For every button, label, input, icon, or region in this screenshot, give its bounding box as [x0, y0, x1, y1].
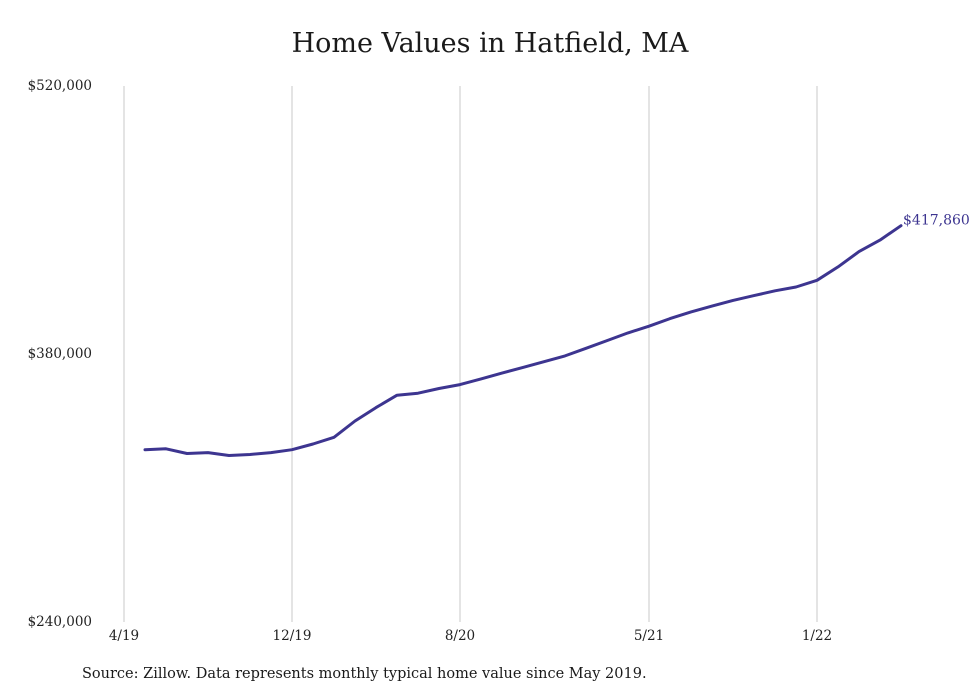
data-points	[144, 224, 903, 457]
chart-title: Home Values in Hatfield, MA	[291, 28, 689, 59]
source-note: Source: Zillow. Data represents monthly …	[82, 666, 647, 682]
data-point-33	[837, 265, 840, 268]
data-point-14	[438, 387, 441, 390]
data-point-3	[207, 451, 210, 454]
grid-lines	[123, 86, 818, 622]
x-axis-ticks: 4/19 12/19 8/20 5/21 1/22	[109, 628, 832, 644]
data-point-4	[228, 454, 231, 457]
data-point-27	[711, 305, 714, 308]
data-point-24	[648, 325, 651, 328]
data-point-16	[480, 377, 483, 380]
data-point-30	[774, 289, 777, 292]
data-point-19	[543, 360, 546, 363]
data-point-34	[858, 250, 861, 253]
y-tick-label: $520,000	[28, 78, 92, 94]
data-point-2	[186, 452, 189, 455]
series-line-home-value	[143, 224, 903, 457]
data-point-7	[291, 448, 294, 451]
data-point-20	[564, 354, 567, 357]
x-tick-label: 12/19	[273, 628, 312, 644]
x-tick-label: 1/22	[802, 628, 832, 644]
x-tick-label: 8/20	[445, 628, 475, 644]
end-value-label: $417,860	[903, 213, 970, 229]
line-chart: $240,000 $380,000 $520,000 4/19 12/19 8/20 5/…	[28, 78, 970, 644]
data-point-6	[270, 451, 273, 454]
data-point-12	[396, 394, 399, 397]
data-point-22	[606, 339, 609, 342]
data-point-1	[165, 447, 168, 450]
x-tick-label: 4/19	[109, 628, 139, 644]
data-point-25	[669, 317, 672, 320]
data-point-29	[753, 294, 756, 297]
data-point-31	[795, 286, 798, 289]
y-axis-ticks: $240,000 $380,000 $520,000	[28, 78, 92, 630]
data-point-15	[459, 383, 462, 386]
data-point-28	[732, 299, 735, 302]
data-point-10	[354, 420, 357, 423]
x-tick-label: 5/21	[634, 628, 664, 644]
data-point-11	[375, 406, 378, 409]
y-tick-label: $240,000	[28, 614, 92, 630]
data-point-32	[816, 279, 819, 282]
data-point-23	[627, 331, 630, 334]
data-point-35	[879, 239, 882, 242]
data-point-0	[144, 448, 147, 451]
data-point-13	[417, 392, 420, 395]
data-point-8	[312, 442, 315, 445]
data-point-18	[522, 366, 525, 369]
data-point-5	[249, 453, 252, 456]
data-point-21	[585, 347, 588, 350]
data-point-9	[333, 436, 336, 439]
y-tick-label: $380,000	[28, 346, 92, 362]
data-point-26	[690, 310, 693, 313]
data-point-17	[501, 372, 504, 375]
